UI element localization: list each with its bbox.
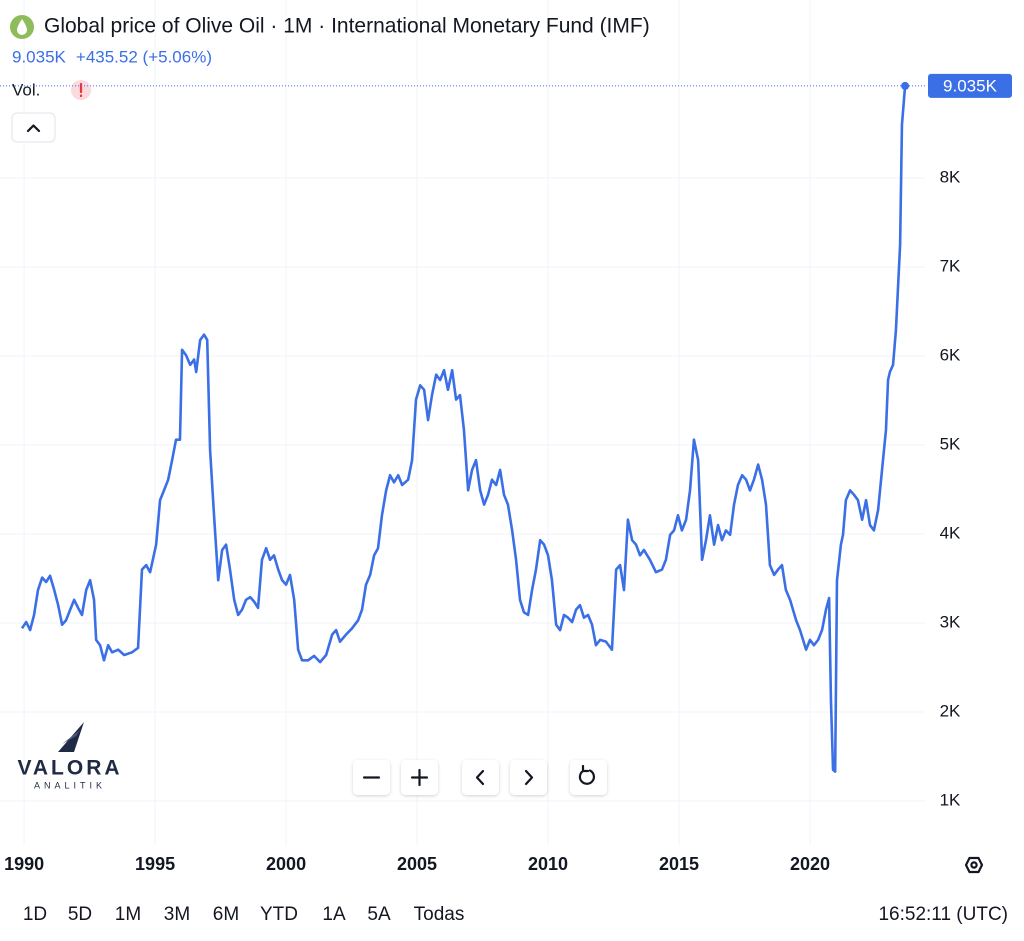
header-change: +435.52 (+5.06%): [76, 47, 212, 66]
chart-title: Global price of Olive Oil · 1M · Interna…: [44, 15, 650, 38]
range-button[interactable]: 1A: [322, 904, 346, 925]
x-tick-label: 1995: [135, 854, 175, 874]
watermark-sub: ANALITIK: [34, 780, 106, 790]
time-label: 16:52:11 (UTC): [878, 904, 1008, 925]
x-tick-label: 1990: [4, 854, 44, 874]
range-toolbar: 1D 5D 1M 3M 6M YTD 1A 5A Todas: [23, 904, 465, 925]
x-tick-label: 2020: [790, 854, 830, 874]
symbol-icon-drop: [17, 19, 27, 35]
collapse-button[interactable]: [11, 112, 56, 143]
range-button[interactable]: 5A: [367, 904, 391, 925]
settings-icon[interactable]: [964, 856, 984, 874]
price-line: [20, 85, 907, 773]
settings-icon-center: [970, 861, 978, 869]
last-value-label: 9.035K: [943, 76, 998, 95]
last-point: [901, 81, 910, 90]
scroll-right-button[interactable]: [510, 760, 547, 795]
reset-button[interactable]: [570, 760, 607, 795]
y-tick-label: 5K: [940, 434, 961, 453]
scroll-right-icon: [524, 769, 534, 786]
y-tick-label: 6K: [940, 345, 961, 364]
range-button[interactable]: Todas: [414, 904, 465, 925]
volume-label: Vol.: [12, 80, 40, 99]
x-tick-label: 2015: [659, 854, 699, 874]
x-tick-label: 2000: [266, 854, 306, 874]
range-button[interactable]: 3M: [164, 904, 190, 925]
y-tick-label: 2K: [940, 701, 961, 720]
x-tick-label: 2010: [528, 854, 568, 874]
range-button[interactable]: 1M: [115, 904, 141, 925]
nav-buttons: [353, 760, 607, 795]
watermark-brand: VALORA: [17, 757, 122, 780]
scroll-left-button[interactable]: [462, 760, 499, 795]
zoom-in-icon: [410, 768, 429, 787]
y-tick-label: 4K: [940, 523, 961, 542]
header-price: 9.035K: [12, 47, 67, 66]
y-tick-label: 1K: [940, 790, 961, 809]
y-tick-label: 7K: [940, 256, 961, 275]
range-button[interactable]: 5D: [68, 904, 92, 925]
range-button[interactable]: 6M: [213, 904, 239, 925]
range-button[interactable]: 1D: [23, 904, 47, 925]
x-tick-label: 2005: [397, 854, 437, 874]
y-tick-label: 8K: [940, 167, 961, 186]
y-tick-label: 3K: [940, 612, 961, 631]
logo-mark: [62, 730, 80, 744]
last-value-tag: [928, 73, 1012, 98]
range-button[interactable]: YTD: [260, 904, 298, 925]
scroll-left-icon: [475, 769, 485, 786]
collapse-icon: [26, 124, 41, 133]
grid: [0, 0, 925, 845]
reset-icon: [578, 764, 595, 785]
